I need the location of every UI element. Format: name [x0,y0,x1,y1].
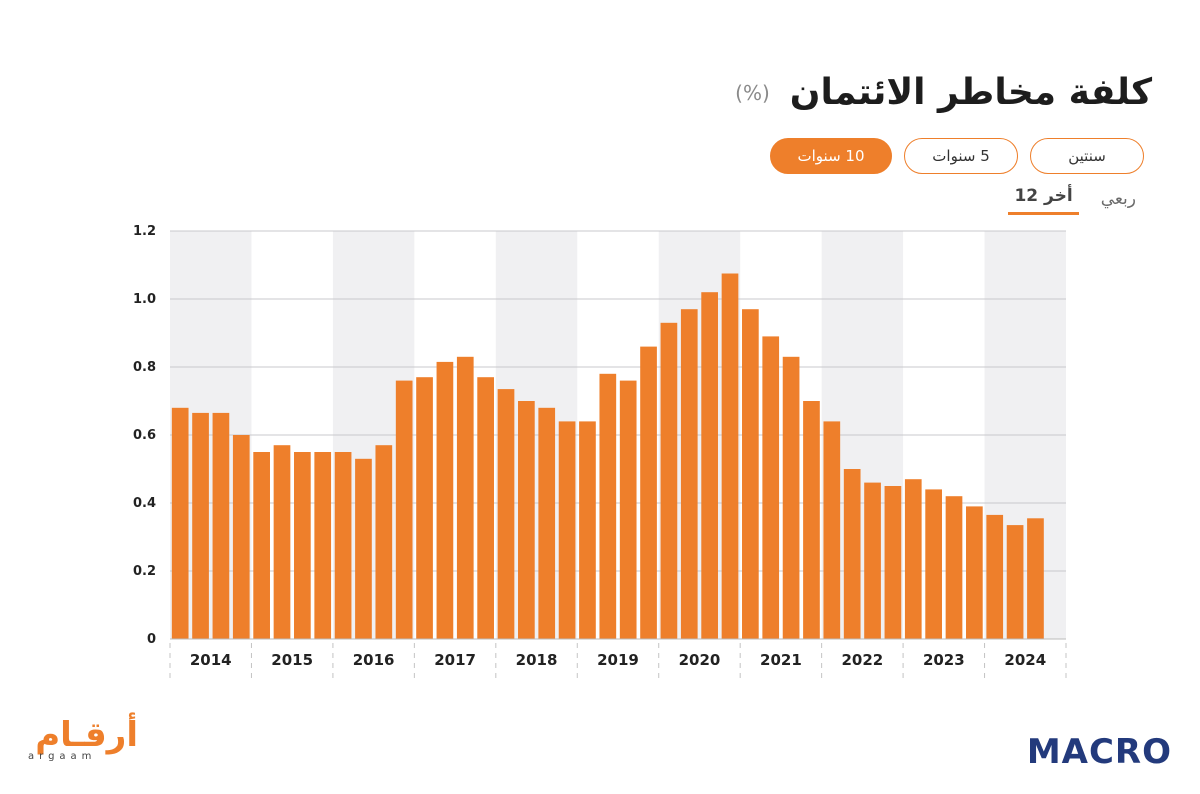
y-tick-label: 1.0 [133,292,156,307]
y-tick-label: 0.8 [133,360,156,375]
bar [843,469,861,639]
bar [334,452,352,639]
bar [904,479,922,639]
x-tick-label: 2016 [353,651,395,669]
bar-chart: 0 0.2 0.4 0.6 0.8 1.0 1.2 2014 2015 2016 2017 2018 2… [133,224,1067,680]
bar [640,346,657,639]
bar [171,407,189,639]
x-tick-label: 2024 [1004,651,1046,669]
x-tick-label: 2017 [434,651,476,669]
bar [1006,525,1024,639]
x-tick-label: 2020 [679,651,721,669]
bar [782,356,800,639]
y-tick-label: 0.4 [133,496,156,511]
y-tick-label: 0.2 [133,564,156,579]
x-tick-label: 2019 [597,651,639,669]
tab-5-years[interactable]: 5 سنوات [904,138,1018,174]
bar [1027,518,1044,639]
bar [884,486,902,639]
bar [558,421,576,639]
bar [416,377,433,639]
bar [599,373,617,639]
view-tabs: ربعي أخر 12 [1008,186,1136,215]
argaam-logo-arabic: أرقـام [35,715,138,755]
bar [966,506,983,639]
tab-last-12[interactable]: أخر 12 [1008,186,1079,215]
bar [192,412,209,639]
unit-label: (%) [735,80,770,105]
bar [232,435,250,639]
bar [518,401,535,639]
bar [477,377,494,639]
bar [436,361,454,639]
bar [497,389,515,639]
bar [762,336,780,639]
bar [680,309,698,639]
bar [314,452,332,639]
x-tick-label: 2018 [516,651,558,669]
macro-logo: MACRO [1026,732,1172,772]
bar [986,514,1004,639]
x-tick-label: 2021 [760,651,802,669]
period-tabs: سنتين 5 سنوات 10 سنوات [770,138,1144,174]
bar [579,421,596,639]
bar [925,489,942,639]
bar [660,322,678,639]
bar [823,421,841,639]
x-tick-label: 2022 [841,651,883,669]
bar [253,452,270,639]
bar [945,496,963,639]
x-tick-label: 2015 [271,651,313,669]
tab-quarterly[interactable]: ربعي [1100,189,1136,209]
y-tick-label: 0 [147,632,156,647]
page-title: كلفة مخاطر الائتمان [789,72,1152,113]
y-tick-label: 1.2 [133,224,156,239]
argaam-logo: أرقـام argaam [28,715,138,775]
bar [375,445,393,639]
bar [355,458,372,639]
bar [273,445,291,639]
bar [395,380,413,639]
x-tick-label: 2014 [190,651,232,669]
bar [619,380,637,639]
bar [212,412,230,639]
y-tick-label: 0.6 [133,428,156,443]
bar [742,309,759,639]
bar [538,407,556,639]
bar [701,292,718,639]
bar [294,452,311,639]
bar [721,273,739,639]
bar [456,356,474,639]
tab-10-years[interactable]: 10 سنوات [770,138,892,174]
x-tick-label: 2023 [923,651,965,669]
tab-2-years[interactable]: سنتين [1030,138,1144,174]
bar [864,482,881,639]
argaam-logo-latin: argaam [28,751,97,762]
title-row: كلفة مخاطر الائتمان (%) [735,72,1152,113]
bar [803,401,820,639]
